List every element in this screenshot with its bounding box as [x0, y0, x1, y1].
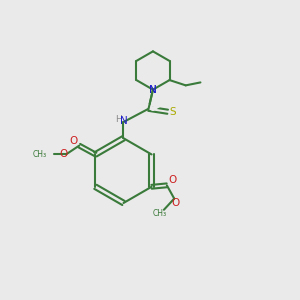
Text: H: H	[115, 115, 122, 124]
Text: N: N	[149, 85, 157, 94]
Text: O: O	[168, 175, 176, 185]
Text: O: O	[172, 198, 180, 208]
Text: O: O	[70, 136, 78, 146]
Text: N: N	[120, 116, 128, 126]
Text: CH₃: CH₃	[33, 150, 47, 159]
Text: S: S	[170, 107, 176, 117]
Text: CH₃: CH₃	[152, 209, 167, 218]
Text: N: N	[149, 85, 157, 94]
Text: O: O	[59, 149, 67, 159]
